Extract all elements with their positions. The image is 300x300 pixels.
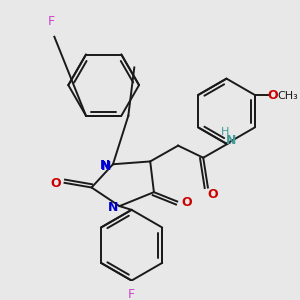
Text: N: N — [226, 134, 236, 148]
Text: F: F — [48, 15, 55, 28]
Text: H: H — [220, 127, 229, 137]
Text: N: N — [101, 160, 112, 172]
Text: O: O — [181, 196, 192, 209]
Text: N: N — [100, 159, 111, 172]
Text: CH₃: CH₃ — [278, 91, 298, 101]
Text: O: O — [267, 89, 278, 102]
Text: F: F — [128, 288, 135, 300]
Text: O: O — [207, 188, 218, 200]
Text: N: N — [108, 202, 118, 214]
Text: O: O — [50, 177, 61, 190]
